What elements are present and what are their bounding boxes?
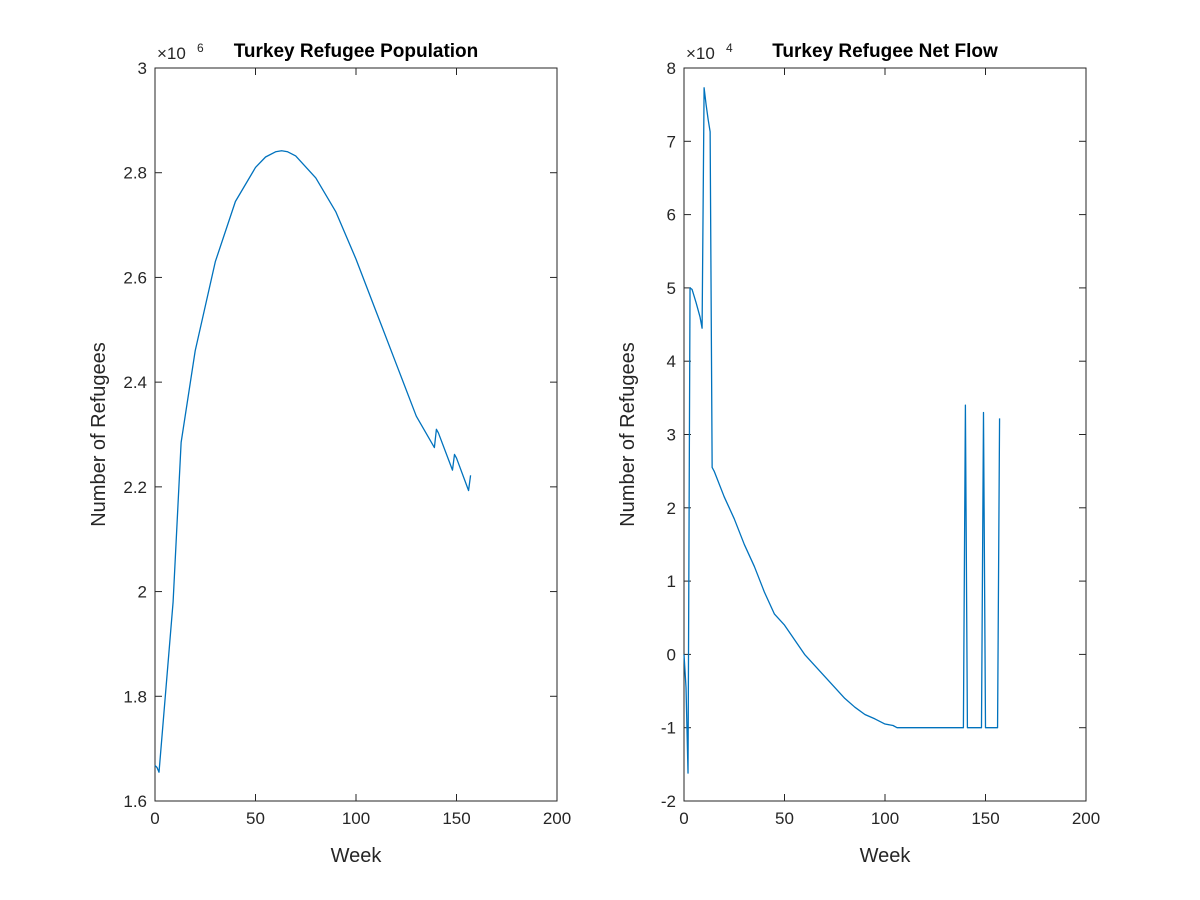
y-tick-label: 1.6 (123, 792, 147, 811)
y-axis-multiplier: ×10 (157, 44, 186, 63)
y-tick-label: 7 (667, 132, 676, 151)
y-axis-multiplier-exponent: 4 (726, 41, 733, 55)
x-tick-label: 100 (342, 809, 370, 828)
y-axis-multiplier: ×10 (686, 44, 715, 63)
x-tick-label: 0 (679, 809, 688, 828)
y-tick-label: -2 (661, 792, 676, 811)
x-axis-label: Week (331, 845, 383, 867)
y-tick-label: -1 (661, 719, 676, 738)
y-tick-label: 8 (667, 59, 676, 78)
y-tick-label: 1 (667, 572, 676, 591)
y-tick-label: 2.6 (123, 268, 147, 287)
y-tick-label: 3 (138, 59, 147, 78)
x-axis-label: Week (860, 845, 912, 867)
x-tick-label: 0 (150, 809, 159, 828)
y-tick-label: 0 (667, 645, 676, 664)
x-tick-label: 50 (775, 809, 794, 828)
x-tick-label: 150 (971, 809, 999, 828)
series-line-0 (154, 150, 472, 773)
x-tick-label: 200 (1072, 809, 1100, 828)
x-tick-label: 200 (543, 809, 571, 828)
chart-turkey-refugee-population: 0 50 100 150 200 1.6 1.8 2 2.2 2.4 2.6 2.8 3 Week Numb… (88, 41, 571, 867)
y-tick-label: 2.4 (123, 373, 147, 392)
x-tick-label: 50 (246, 809, 265, 828)
y-axis-label: Number of Refugees (88, 342, 110, 527)
series-line-0 (683, 87, 1001, 774)
y-tick-label: 2 (667, 499, 676, 518)
y-tick-label: 2 (138, 583, 147, 602)
chart-turkey-refugee-net-flow: 0 50 100 150 200 -2 -1 0 1 2 3 4 5 6 7 8 Week Number of R… (617, 41, 1100, 867)
y-tick-label: 2.2 (123, 478, 147, 497)
y-axis-label: Number of Refugees (617, 342, 639, 527)
y-tick-label: 2.8 (123, 164, 147, 183)
y-axis-multiplier-exponent: 6 (197, 41, 204, 55)
plot-area-box (154, 67, 558, 802)
chart-title: Turkey Refugee Net Flow (772, 41, 998, 62)
x-tick-label: 150 (442, 809, 470, 828)
y-tick-label: 5 (667, 279, 676, 298)
x-tick-label: 100 (871, 809, 899, 828)
y-tick-label: 6 (667, 206, 676, 225)
y-tick-label: 1.8 (123, 687, 147, 706)
y-tick-label: 4 (667, 352, 676, 371)
plot-area-box (683, 67, 1087, 802)
chart-title: Turkey Refugee Population (234, 41, 479, 62)
y-tick-label: 3 (667, 426, 676, 445)
